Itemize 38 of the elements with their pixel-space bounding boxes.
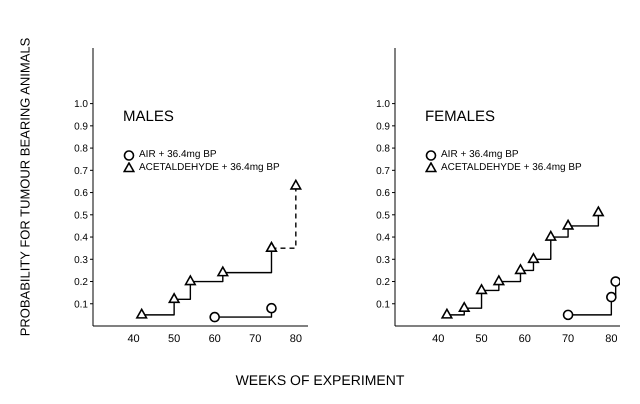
text: MALES [123,108,174,125]
y-tick-label: 0.5 [74,210,88,222]
legend-label: ACETALDEHYDE + 36.4mg BP [441,162,582,173]
legend-label: ACETALDEHYDE + 36.4mg BP [139,162,280,173]
x-tick-label: 40 [432,332,444,345]
x-axis-title: WEEKS OF EXPERIMENT [234,372,406,388]
y-tick-label: 0.2 [74,277,88,288]
x-tick-label: 50 [475,332,488,345]
y-tick-label: 0.2 [376,277,390,288]
y-tick-label: 0.5 [376,210,390,222]
y-tick-label: 0.9 [376,121,390,132]
x-tick-label: 60 [518,332,531,345]
x-tick-label: 80 [290,332,302,345]
text: FEMALES [425,108,496,125]
y-tick-label: 1.0 [376,99,390,110]
y-tick-label: 0.7 [376,166,390,177]
x-tick-label: 70 [562,332,574,345]
y-axis-title: PROBABILITY FOR TUMOUR BEARING ANIMALS [18,37,33,336]
x-tick-label: 70 [249,332,262,345]
y-tick-label: 0.4 [74,232,88,244]
y-tick-label: 0.9 [74,121,88,132]
x-tick-label: 80 [605,332,618,345]
legend-label: AIR + 36.4mg BP [441,149,519,160]
x-tick-label: 40 [127,332,140,345]
y-tick-label: 0.6 [74,188,88,200]
y-tick-label: 0.6 [376,188,390,200]
x-tick-label: 50 [168,332,180,345]
y-tick-label: 0.4 [376,232,390,244]
y-tick-label: 0.1 [74,299,88,310]
x-tick-label: 60 [208,332,221,345]
y-tick-label: 0.1 [376,299,390,310]
y-tick-label: 0.3 [376,254,390,266]
y-tick-label: 1.0 [74,99,88,110]
y-tick-label: 0.3 [74,254,88,266]
y-tick-label: 0.7 [74,166,88,177]
y-tick-label: 0.8 [74,144,88,155]
y-tick-label: 0.8 [376,144,390,155]
legend-label: AIR + 36.4mg BP [139,149,217,160]
